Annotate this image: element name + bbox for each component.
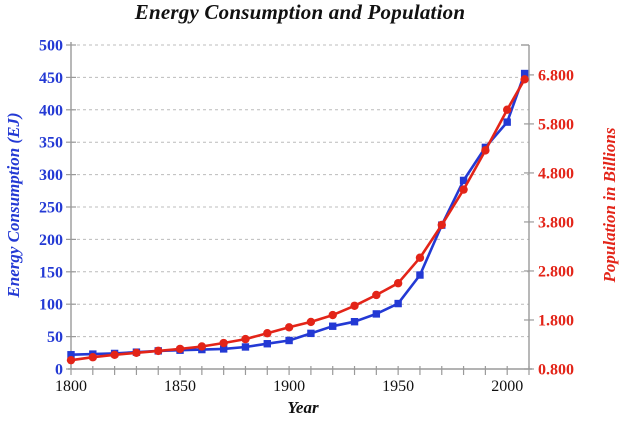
population-marker [393, 279, 403, 288]
energy-marker [372, 310, 381, 318]
right-y-tick-label: 6.800 [538, 67, 574, 84]
population-marker [154, 346, 163, 356]
energy-marker [520, 69, 529, 78]
left-y-tick-label: 400 [39, 102, 63, 119]
energy-series-line [70, 73, 526, 356]
population-marker [132, 348, 141, 358]
right-y-tick-label: 1.800 [538, 312, 574, 329]
right-y-tick-label: 3.800 [538, 214, 574, 231]
left-y-tick-label: 150 [39, 264, 63, 281]
population-marker [284, 323, 294, 332]
energy-marker [219, 345, 228, 353]
energy-marker [67, 351, 75, 359]
x-tick-label: 1850 [164, 378, 196, 395]
energy-marker [416, 271, 424, 279]
left-y-tick-label: 0 [55, 362, 63, 379]
population-marker [481, 146, 490, 155]
population-marker [350, 301, 359, 310]
population-series [66, 75, 529, 365]
left-y-tick-label: 450 [39, 70, 63, 87]
left-y-tick-label: 200 [39, 232, 63, 249]
population-marker [241, 334, 250, 344]
population-marker [502, 105, 512, 114]
left-y-tick-label: 500 [39, 38, 63, 55]
left-y-tick-label: 100 [39, 297, 63, 314]
right-y-tick-label: 0.800 [538, 362, 574, 379]
energy-marker [307, 329, 315, 338]
energy-marker [394, 299, 402, 308]
population-marker [66, 355, 76, 365]
energy-marker [263, 340, 271, 348]
left-y-tick-label: 50 [47, 329, 63, 346]
x-axis: 1800 1850 1900 1950 2000 [55, 366, 530, 395]
energy-marker [459, 176, 468, 185]
energy-series [67, 69, 529, 359]
right-y-tick-label: 4.800 [538, 165, 574, 182]
energy-marker [241, 343, 250, 351]
energy-marker [285, 336, 293, 345]
population-marker [306, 317, 316, 327]
right-y-axis: 0.800 1.800 2.800 3.800 4.800 5.800 6.800 [524, 67, 574, 379]
population-marker [415, 253, 425, 262]
x-tick-label: 1900 [273, 378, 305, 395]
left-y-tick-label: 250 [39, 200, 63, 217]
population-marker [110, 350, 119, 359]
population-marker [175, 344, 185, 354]
energy-marker [503, 118, 511, 126]
left-y-tick-label: 350 [39, 135, 63, 152]
energy-marker [329, 322, 337, 330]
population-marker [197, 342, 207, 351]
population-marker [328, 310, 337, 320]
x-tick-label: 1950 [382, 378, 414, 395]
population-marker [263, 329, 272, 338]
population-marker [459, 185, 468, 194]
population-series-line [70, 78, 526, 362]
population-marker [520, 75, 529, 84]
left-y-tick-label: 300 [39, 167, 63, 184]
population-marker [88, 353, 98, 362]
x-tick-label: 2000 [491, 378, 523, 395]
chart-title: Energy Consumption and Population [134, 0, 466, 24]
energy-marker [350, 317, 359, 326]
population-marker [219, 338, 228, 348]
population-marker [372, 290, 381, 300]
x-tick-label: 1800 [55, 378, 87, 395]
population-marker [437, 220, 446, 230]
right-y-tick-label: 5.800 [538, 116, 574, 133]
right-y-tick-label: 2.800 [538, 263, 574, 280]
x-axis-title: Year [287, 398, 319, 417]
axes [68, 42, 532, 370]
